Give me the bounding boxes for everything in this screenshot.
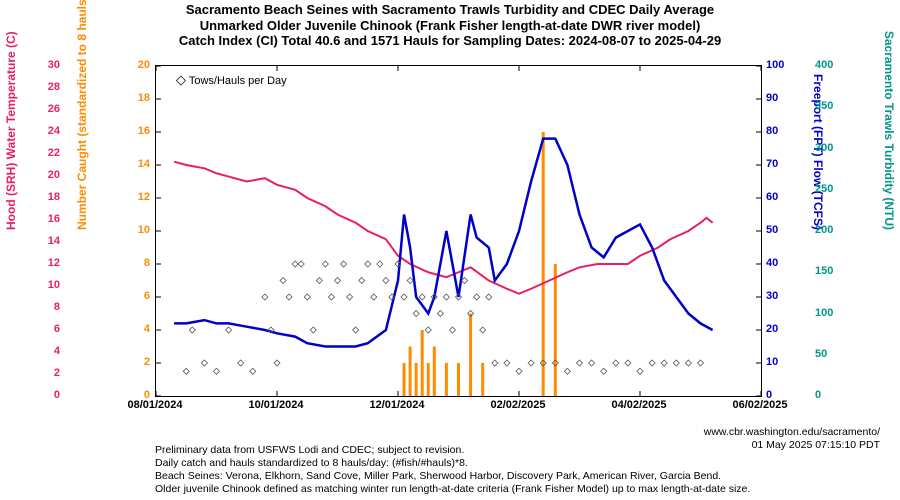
diamond-icon: ◇ xyxy=(176,72,186,87)
tick-label: 50 xyxy=(766,224,778,236)
tick-label: 12 xyxy=(110,191,150,203)
tick-label: 20 xyxy=(20,169,60,181)
x-tick-label: 02/02/2025 xyxy=(490,399,545,411)
tick-label: 12 xyxy=(20,257,60,269)
tick-label: 6 xyxy=(20,323,60,335)
tick-label: 6 xyxy=(110,290,150,302)
tick-label: 18 xyxy=(110,92,150,104)
x-tick-label: 04/02/2025 xyxy=(611,399,666,411)
tick-label: 10 xyxy=(20,279,60,291)
chart-title: Sacramento Beach Seines with Sacramento … xyxy=(0,2,900,49)
footer-line-1: Preliminary data from USFWS Lodi and CDE… xyxy=(155,444,750,457)
y-axis-turbidity-label: Sacramento Trawls Turbidity (NTU) xyxy=(882,31,896,230)
tick-label: 100 xyxy=(766,59,784,71)
tick-label: 18 xyxy=(20,191,60,203)
tick-label: 100 xyxy=(815,307,833,319)
tick-label: 300 xyxy=(815,142,833,154)
footer-notes: Preliminary data from USFWS Lodi and CDE… xyxy=(155,444,750,497)
tick-label: 8 xyxy=(20,301,60,313)
tick-label: 24 xyxy=(20,125,60,137)
tick-label: 30 xyxy=(20,59,60,71)
tick-label: 4 xyxy=(20,345,60,357)
tick-label: 20 xyxy=(110,59,150,71)
footer-line-4: Older juvenile Chinook defined as matchi… xyxy=(155,483,750,496)
tick-label: 16 xyxy=(110,125,150,137)
tick-label: 28 xyxy=(20,81,60,93)
tick-label: 8 xyxy=(110,257,150,269)
tick-label: 30 xyxy=(766,290,778,302)
tick-label: 2 xyxy=(20,367,60,379)
tick-label: 26 xyxy=(20,103,60,115)
tick-label: 70 xyxy=(766,158,778,170)
x-tick-label: 10/01/2024 xyxy=(248,399,303,411)
footer-line-3: Beach Seines: Verona, Elkhorn, Sand Cove… xyxy=(155,470,750,483)
tick-label: 150 xyxy=(815,265,833,277)
tick-label: 90 xyxy=(766,92,778,104)
x-tick-label: 12/01/2024 xyxy=(369,399,424,411)
tick-label: 4 xyxy=(110,323,150,335)
tick-label: 10 xyxy=(110,224,150,236)
x-tick-label: 06/02/2025 xyxy=(732,399,787,411)
footer-url: www.cbr.washington.edu/sacramento/ xyxy=(704,426,880,439)
title-line-3: Catch Index (CI) Total 40.6 and 1571 Hau… xyxy=(0,33,900,49)
tick-label: 40 xyxy=(766,257,778,269)
tick-label: 10 xyxy=(766,356,778,368)
y-axis-caught-label: Number Caught (standardized to 8 hauls/d… xyxy=(75,0,89,230)
tick-label: 2 xyxy=(110,356,150,368)
tick-label: 14 xyxy=(110,158,150,170)
footer-line-2: Daily catch and hauls standardized to 8 … xyxy=(155,457,750,470)
tick-label: 20 xyxy=(766,323,778,335)
tick-label: 0 xyxy=(20,389,60,401)
tick-label: 80 xyxy=(766,125,778,137)
tick-label: 60 xyxy=(766,191,778,203)
tick-label: 50 xyxy=(815,348,827,360)
tick-label: 0 xyxy=(815,389,821,401)
plot-area: ◇ Tows/Hauls per Day xyxy=(155,65,762,397)
footer-source: www.cbr.washington.edu/sacramento/ 01 Ma… xyxy=(704,426,880,452)
tick-label: 200 xyxy=(815,224,833,236)
title-line-2: Unmarked Older Juvenile Chinook (Frank F… xyxy=(0,18,900,34)
plot-svg xyxy=(156,66,761,396)
legend-tows: ◇ Tows/Hauls per Day xyxy=(176,72,287,88)
tick-label: 14 xyxy=(20,235,60,247)
legend-tows-label: Tows/Hauls per Day xyxy=(189,75,287,87)
y-axis-temp-label: Hood (SRH) Water Temperature (C) xyxy=(4,31,18,230)
tick-label: 250 xyxy=(815,183,833,195)
x-tick-label: 08/01/2024 xyxy=(127,399,182,411)
chart-container: Sacramento Beach Seines with Sacramento … xyxy=(0,0,900,500)
tick-label: 400 xyxy=(815,59,833,71)
tick-label: 16 xyxy=(20,213,60,225)
footer-timestamp: 01 May 2025 07:15:10 PDT xyxy=(704,439,880,452)
tick-label: 22 xyxy=(20,147,60,159)
tick-label: 350 xyxy=(815,100,833,112)
title-line-1: Sacramento Beach Seines with Sacramento … xyxy=(0,2,900,18)
